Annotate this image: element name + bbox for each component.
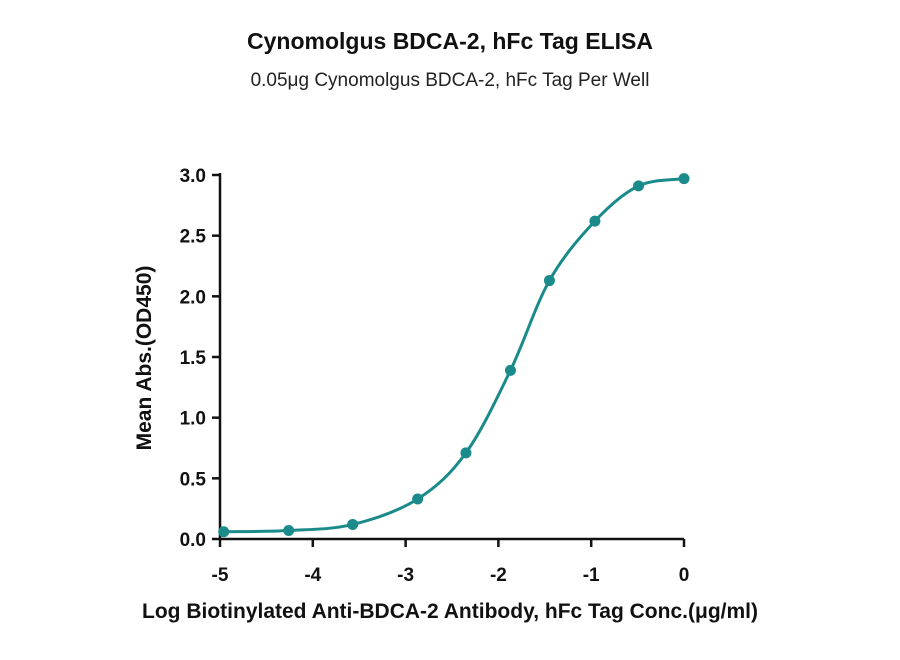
y-tick-label: 2.0 (180, 287, 206, 308)
data-point (347, 518, 359, 530)
y-tick-label: 0.0 (180, 530, 206, 551)
y-tick-label: 3.0 (180, 166, 206, 187)
x-tick-label: -3 (397, 565, 414, 586)
data-point (283, 525, 295, 537)
y-tick-label: 1.5 (180, 348, 207, 369)
y-tick-label: 2.5 (180, 227, 207, 248)
x-tick-label: 0 (679, 565, 690, 586)
data-point (678, 173, 690, 185)
data-point (589, 215, 601, 227)
data-point (504, 364, 516, 376)
x-tick-label: -2 (490, 565, 507, 586)
fit-curve (223, 177, 685, 534)
x-tick-label: -4 (304, 565, 321, 586)
y-axis-label: Mean Abs.(OD450) (133, 265, 156, 451)
data-point (218, 526, 230, 538)
y-tick-label: 0.5 (180, 469, 207, 490)
chart-subtitle: 0.05μg Cynomolgus BDCA-2, hFc Tag Per We… (250, 70, 650, 91)
data-point (412, 493, 424, 505)
chart-title: Cynomolgus BDCA-2, hFc Tag ELISA (247, 28, 653, 54)
x-tick-label: -5 (212, 565, 229, 586)
data-point (633, 180, 645, 192)
x-axis-label: Log Biotinylated Anti-BDCA-2 Antibody, h… (142, 600, 758, 623)
data-point (543, 275, 555, 287)
data-point (460, 447, 472, 459)
y-tick-label: 1.0 (180, 409, 206, 430)
x-tick-label: -1 (583, 565, 600, 586)
